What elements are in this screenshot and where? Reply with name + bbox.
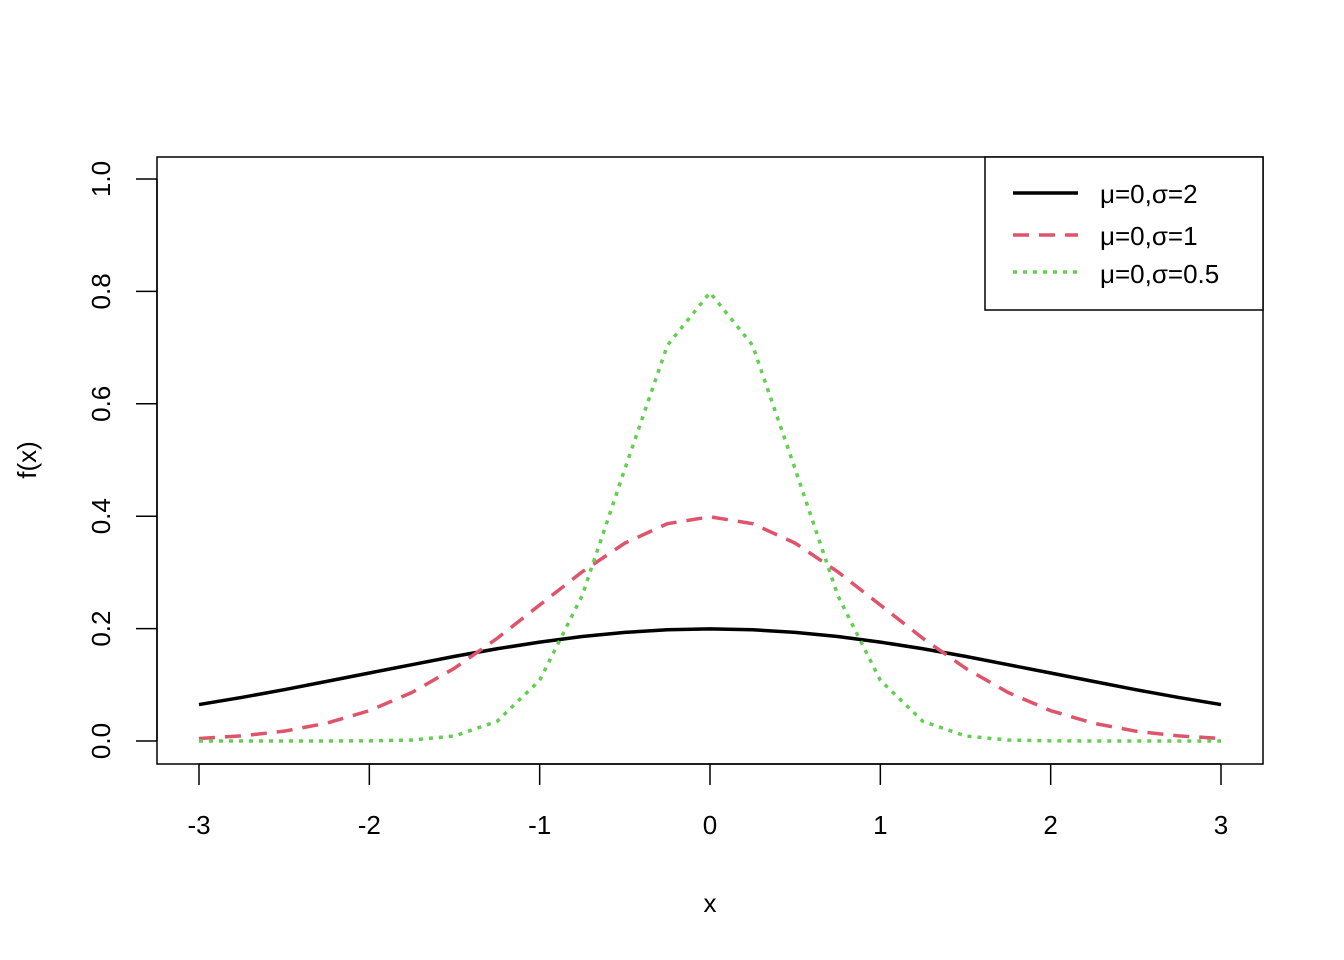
x-tick-label: -1 <box>528 810 551 840</box>
x-tick-label: 2 <box>1043 810 1057 840</box>
x-tick-label: -3 <box>187 810 210 840</box>
x-tick-label: 1 <box>873 810 887 840</box>
series-layer <box>198 290 1222 743</box>
x-axis: -3 -2 -1 0 1 2 3 <box>187 763 1228 840</box>
x-axis-title: x <box>704 888 717 918</box>
y-tick-label: 0.2 <box>86 611 116 647</box>
x-tick-label: 3 <box>1214 810 1228 840</box>
series-line-1 <box>198 627 1222 707</box>
y-tick-label: 0.4 <box>86 498 116 534</box>
series-line-3 <box>199 290 1221 743</box>
y-tick-label: 0.6 <box>86 386 116 422</box>
legend-label-sigma-1: μ=0,σ=1 <box>1100 221 1198 251</box>
legend-label-sigma-2: μ=0,σ=2 <box>1100 179 1198 209</box>
y-tick-label: 0.0 <box>86 723 116 759</box>
y-axis: 0.0 0.2 0.4 0.6 0.8 1.0 <box>86 161 158 759</box>
series-line-2 <box>198 515 1222 741</box>
x-tick-label: -2 <box>358 810 381 840</box>
x-tick-label: 0 <box>703 810 717 840</box>
y-axis-title: f(x) <box>12 441 42 479</box>
legend-label-sigma-0-5: μ=0,σ=0.5 <box>1100 259 1219 289</box>
legend: μ=0,σ=2 μ=0,σ=1 μ=0,σ=0.5 <box>984 156 1264 311</box>
y-tick-label: 1.0 <box>86 161 116 197</box>
legend-box <box>984 156 1264 311</box>
y-tick-label: 0.8 <box>86 273 116 309</box>
